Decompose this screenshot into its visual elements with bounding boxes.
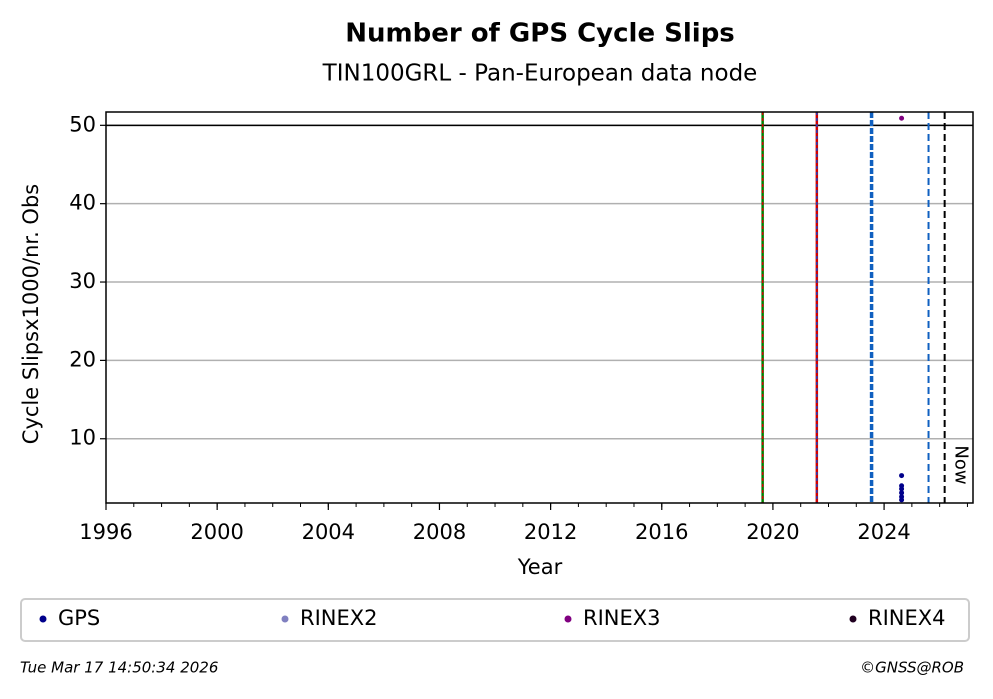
x-tick-label: 2008 [413,520,466,544]
x-tick-label: 2024 [857,520,910,544]
legend-marker [564,615,572,623]
x-tick-label: 2012 [524,520,577,544]
legend-marker [39,615,47,623]
legend-label: RINEX3 [583,606,661,630]
footer-date: Tue Mar 17 14:50:34 2026 [20,659,218,677]
data-point [899,486,905,492]
now-label: Now [951,445,972,484]
chart-title: Number of GPS Cycle Slips [345,19,735,49]
y-tick-label: 30 [69,269,96,293]
data-point [899,497,905,503]
footer-credit: ©GNSS@ROB [860,659,964,677]
y-tick-label: 50 [69,112,96,136]
chart-subtitle: TIN100GRL - Pan-European data node [322,61,758,87]
x-tick-label: 2016 [635,520,688,544]
x-tick-label: 2004 [302,520,355,544]
y-tick-label: 10 [69,426,96,450]
y-tick-label: 20 [69,347,96,371]
legend-marker [281,615,289,623]
data-point [899,490,905,496]
y-axis-label: Cycle Slipsx1000/nr. Obs [19,184,43,444]
legend-label: RINEX4 [868,606,946,630]
legend-marker [849,615,857,623]
legend-box [20,598,970,642]
legend-label: GPS [58,606,100,630]
data-point [899,473,905,479]
x-tick-label: 2020 [746,520,799,544]
data-point [899,115,905,121]
x-tick-label: 1996 [79,520,132,544]
legend-label: RINEX2 [300,606,378,630]
x-axis-label: Year [517,555,563,579]
plot-frame [105,111,974,504]
y-tick-label: 40 [69,191,96,215]
x-tick-label: 2000 [190,520,243,544]
